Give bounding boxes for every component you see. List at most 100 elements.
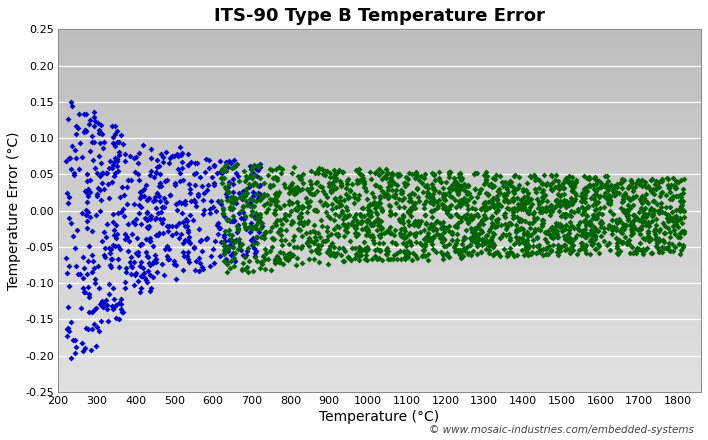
Point bbox=[426, 240, 438, 247]
Point bbox=[224, 205, 236, 213]
Point bbox=[540, 229, 552, 236]
Point bbox=[109, 131, 120, 138]
Point bbox=[538, 246, 549, 253]
Point bbox=[569, 225, 580, 232]
Point bbox=[523, 206, 535, 213]
Point bbox=[168, 261, 179, 268]
Point bbox=[328, 181, 339, 188]
Point bbox=[348, 200, 360, 207]
Point bbox=[177, 219, 188, 226]
Point bbox=[522, 240, 533, 247]
Point bbox=[255, 163, 266, 170]
Point bbox=[678, 214, 690, 221]
Point bbox=[318, 237, 329, 244]
Point bbox=[523, 209, 534, 216]
Point bbox=[80, 206, 91, 213]
Point bbox=[559, 213, 570, 220]
Point bbox=[439, 202, 450, 209]
Point bbox=[468, 198, 479, 205]
Point bbox=[316, 222, 328, 229]
Point bbox=[675, 246, 687, 253]
Point bbox=[500, 226, 511, 233]
Point bbox=[249, 171, 261, 178]
Point bbox=[423, 234, 435, 241]
Point bbox=[662, 181, 673, 188]
Point bbox=[482, 190, 493, 197]
Point bbox=[348, 194, 360, 201]
Point bbox=[142, 209, 153, 216]
Point bbox=[421, 193, 433, 200]
Point bbox=[636, 219, 648, 226]
Point bbox=[554, 222, 565, 229]
Point bbox=[614, 217, 625, 224]
Point bbox=[237, 191, 249, 198]
Point bbox=[182, 256, 193, 263]
Point bbox=[527, 242, 539, 249]
Point bbox=[648, 197, 659, 204]
Point bbox=[215, 225, 226, 232]
Point bbox=[219, 183, 230, 191]
Point bbox=[563, 211, 574, 218]
Point bbox=[643, 229, 654, 236]
Point bbox=[537, 220, 548, 227]
Point bbox=[630, 192, 641, 199]
Point bbox=[590, 198, 602, 205]
Point bbox=[84, 177, 96, 184]
Point bbox=[418, 175, 430, 182]
Point bbox=[603, 200, 614, 207]
Point bbox=[536, 180, 547, 187]
Point bbox=[229, 257, 241, 264]
Point bbox=[253, 161, 265, 169]
Point bbox=[207, 204, 219, 211]
Point bbox=[166, 223, 178, 230]
Point bbox=[326, 205, 337, 212]
Point bbox=[161, 252, 172, 259]
Point bbox=[251, 165, 262, 172]
Point bbox=[246, 207, 258, 214]
Point bbox=[327, 251, 338, 258]
Point bbox=[383, 194, 394, 201]
Point bbox=[516, 216, 527, 224]
Point bbox=[640, 191, 651, 198]
Point bbox=[346, 257, 357, 264]
Point bbox=[412, 185, 423, 192]
Point bbox=[486, 219, 498, 226]
Point bbox=[448, 175, 459, 182]
Point bbox=[336, 209, 348, 216]
Point bbox=[617, 207, 629, 214]
Point bbox=[79, 128, 90, 136]
Point bbox=[93, 262, 104, 269]
Point bbox=[83, 121, 94, 128]
Point bbox=[281, 216, 292, 223]
Point bbox=[190, 169, 201, 176]
Point bbox=[428, 172, 440, 179]
Point bbox=[545, 233, 556, 240]
Point bbox=[178, 267, 189, 274]
Point bbox=[564, 173, 575, 180]
Point bbox=[591, 186, 603, 193]
Point bbox=[461, 243, 472, 250]
Point bbox=[651, 200, 663, 207]
Point bbox=[451, 246, 462, 253]
Point bbox=[183, 259, 195, 266]
Point bbox=[545, 212, 556, 219]
Point bbox=[678, 229, 690, 236]
Point bbox=[529, 218, 540, 225]
Point bbox=[350, 255, 361, 262]
Point bbox=[125, 176, 137, 183]
Point bbox=[651, 216, 662, 223]
Point bbox=[626, 220, 637, 227]
Point bbox=[607, 186, 618, 193]
Point bbox=[630, 250, 641, 257]
Point bbox=[660, 244, 671, 251]
Point bbox=[105, 261, 116, 268]
Point bbox=[397, 239, 409, 246]
Point bbox=[394, 172, 405, 179]
Point bbox=[210, 208, 222, 215]
Point bbox=[656, 177, 667, 184]
Point bbox=[418, 227, 430, 234]
Point bbox=[472, 236, 484, 243]
Point bbox=[287, 199, 298, 206]
Point bbox=[466, 225, 477, 232]
Point bbox=[546, 232, 557, 239]
